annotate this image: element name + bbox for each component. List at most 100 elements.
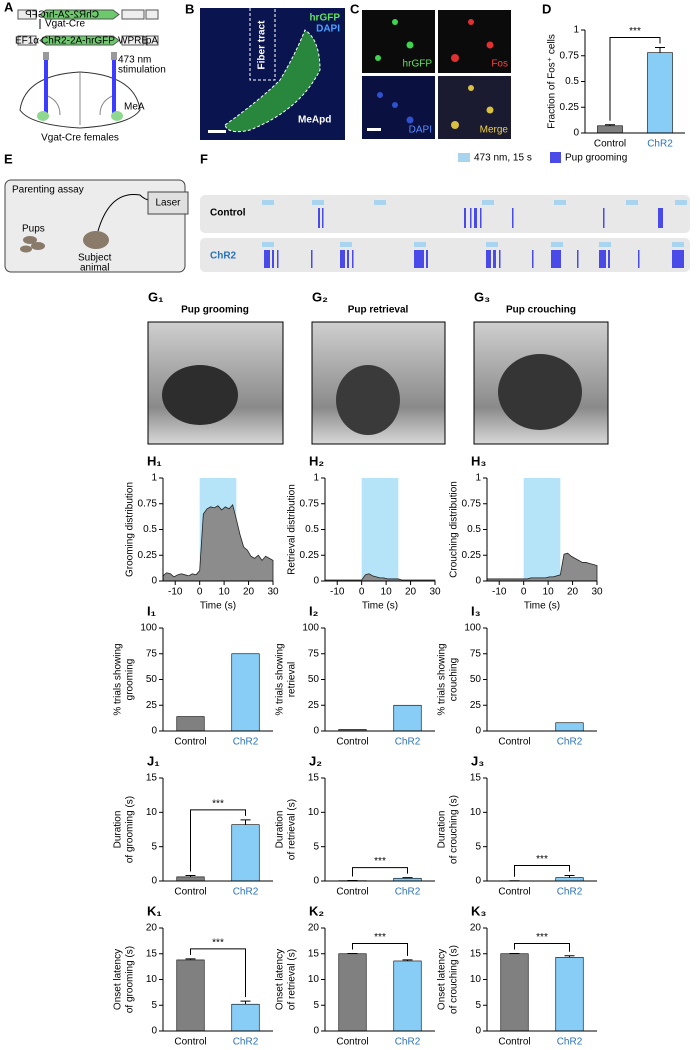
panel-label: E [4, 151, 13, 166]
x-tick-label: ChR2 [647, 139, 673, 150]
cells-part [392, 19, 398, 25]
panel-label: I₃ [471, 603, 481, 618]
panel-a: ChR2-2A-hrGFP Vgat-Cre EF1α ChR2-2A-hrGF… [15, 9, 166, 144]
y-tick-label: 5 [313, 1000, 319, 1011]
y-tick-label: 0.25 [560, 102, 580, 113]
panel-label: H₁ [147, 453, 162, 468]
grooming-events-part [658, 208, 663, 228]
cage [4, 179, 186, 273]
x-tick-label: ChR2 [395, 737, 421, 748]
x-tick-label: -10 [330, 587, 345, 598]
y-axis-label: % trials showing [437, 643, 448, 715]
construct-flipped-part [145, 9, 159, 20]
y-axis-label: of grooming (s) [125, 946, 136, 1013]
pa: pA [146, 36, 159, 47]
bar [555, 957, 584, 1032]
y-tick-label: 0 [475, 726, 481, 737]
panel-b: hrGFP DAPI Fiber tract MeApd [200, 8, 345, 140]
stim-blocks-part [482, 200, 494, 205]
laser-label: Laser [155, 198, 181, 209]
subject-label: animal [80, 263, 109, 274]
grooming-events-part [277, 250, 279, 268]
panel-label: J₃ [471, 753, 484, 768]
channel-label: hrGFP [309, 13, 340, 24]
wpre: WPRE [118, 36, 148, 47]
stim-label: stimulation [118, 65, 166, 76]
ferrule [43, 52, 49, 60]
grooming-events-part [470, 208, 472, 228]
pups [20, 236, 45, 253]
y-tick-label: 0.75 [138, 498, 158, 509]
subject-label: Subject [78, 253, 112, 264]
x-tick-label: -10 [492, 587, 507, 598]
x-tick-label: ChR2 [557, 887, 583, 898]
error-bar [185, 958, 196, 960]
x-axis-label: Time (s) [524, 601, 560, 612]
laser-box [147, 191, 189, 215]
y-axis-label: grooming [125, 659, 136, 701]
x-axis-label: Time (s) [362, 601, 398, 612]
y-tick-label: 75 [146, 648, 158, 659]
y-tick-label: 0.5 [143, 524, 157, 535]
grooming-events-part [340, 250, 345, 268]
x-tick-label: 0 [521, 587, 527, 598]
insert: ChR2-2A-hrGFP [41, 36, 115, 47]
panel-label: J₁ [147, 753, 160, 768]
channel-label: hrGFP [403, 59, 433, 70]
stim-blocks-part [340, 242, 352, 247]
x-tick-label: ChR2 [395, 887, 421, 898]
mouse [498, 354, 582, 430]
grooming-events-part [486, 250, 491, 268]
y-tick-label: 75 [470, 648, 482, 659]
error-bar [402, 959, 413, 961]
y-tick-label: 20 [146, 923, 158, 934]
y-tick-label: 0 [313, 726, 319, 737]
cells-part [451, 121, 459, 129]
grooming-events-part [311, 250, 313, 268]
scale-bar [367, 128, 381, 131]
grooming-events-part [512, 208, 514, 228]
y-axis-label: Duration [437, 811, 448, 849]
construct-part [17, 35, 37, 46]
error-bar [564, 955, 575, 958]
panel-label: K₃ [471, 903, 486, 918]
stim-blocks-part [414, 242, 426, 247]
bar [176, 876, 205, 882]
panel-label: B [185, 1, 194, 16]
region-outline [224, 29, 321, 133]
y-axis-label: Onset latency [113, 949, 124, 1010]
bar [393, 960, 422, 1032]
promoter: EF1α [15, 36, 39, 47]
grooming-events-part [599, 250, 606, 268]
grooming-events-part [474, 208, 477, 228]
stim-label: 473 nm [118, 55, 151, 66]
pups-part [20, 245, 32, 253]
y-tick-label: 0.75 [560, 50, 580, 61]
x-tick-label: 10 [219, 587, 231, 598]
construct-part [145, 35, 159, 46]
row-label: ChR2 [210, 251, 237, 262]
fiber [112, 58, 116, 113]
y-tick-label: 0.75 [462, 498, 482, 509]
panel-label: D [542, 1, 551, 16]
significance-bracket [190, 809, 246, 872]
construct-part [39, 35, 120, 46]
stim-blocks-part [599, 242, 611, 247]
significance-bracket [514, 942, 570, 952]
y-axis-label: of crouching (s) [449, 945, 460, 1014]
stim-blocks [262, 200, 687, 247]
y-tick-label: 0 [151, 576, 157, 587]
x-tick-label: 30 [429, 587, 441, 598]
cells-part [451, 54, 459, 62]
micrograph [438, 10, 511, 73]
bar [231, 653, 260, 732]
gfp-signal [225, 30, 320, 132]
flipped-insert: ChR2-2A-hrGFP [25, 10, 99, 21]
y-tick-label: 5 [151, 841, 157, 852]
error-bar [605, 124, 615, 126]
y-tick-label: 50 [146, 674, 158, 685]
fiber [44, 58, 48, 113]
photo-title: Pup crouching [506, 305, 576, 316]
construct-part [121, 35, 145, 46]
grooming-events-part [551, 250, 561, 268]
